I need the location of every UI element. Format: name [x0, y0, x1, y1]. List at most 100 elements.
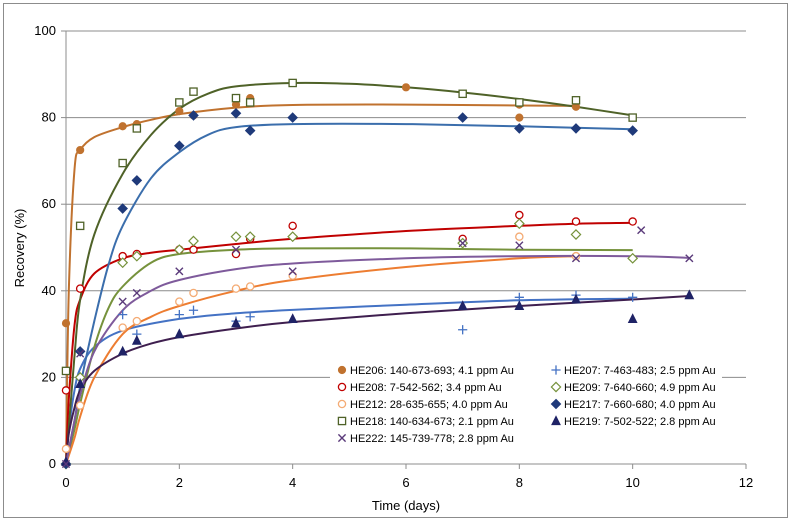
- data-point-series-4: [61, 444, 71, 454]
- data-point-series-8: [175, 267, 184, 276]
- x-tick-label: 4: [289, 475, 296, 490]
- legend-label: HE207: 7-463-483; 2.5 ppm Au: [564, 365, 716, 377]
- data-point-series-5: [457, 112, 468, 123]
- data-point-series-2: [189, 245, 198, 254]
- legend-label: HE219: 7-502-522; 2.8 ppm Au: [564, 416, 716, 428]
- fit-curve-series-0: [65, 103, 577, 465]
- data-point-series-5: [514, 123, 525, 134]
- data-point-series-6: [288, 78, 297, 88]
- data-point-series-4: [571, 251, 581, 261]
- fit-curve-series-2: [65, 221, 633, 465]
- data-point-series-8: [685, 254, 694, 263]
- data-point-series-3: [117, 257, 129, 269]
- y-axis-title: Recovery (%): [12, 209, 27, 288]
- x-tick-label: 6: [402, 475, 409, 490]
- data-point-series-7: [174, 328, 185, 339]
- data-point-series-3: [131, 250, 143, 262]
- y-tick-label: 80: [42, 110, 56, 125]
- data-point-series-5: [244, 125, 256, 136]
- data-point-series-5: [287, 112, 298, 123]
- data-point-series-0: [76, 145, 85, 155]
- data-point-series-7: [287, 313, 298, 324]
- data-point-series-5: [131, 175, 143, 186]
- data-point-series-7: [457, 300, 468, 311]
- x-tick-label: 12: [739, 475, 753, 490]
- fit-curve-series-5: [65, 122, 633, 465]
- data-point-series-8: [515, 241, 524, 250]
- data-point-series-0: [175, 107, 184, 116]
- data-point-series-8: [76, 349, 85, 358]
- data-point-series-7: [117, 345, 128, 356]
- data-point-series-3: [173, 244, 185, 256]
- data-point-series-4: [75, 401, 85, 410]
- data-point-series-4: [189, 288, 198, 298]
- data-point-series-8: [288, 267, 297, 276]
- data-point-series-8: [231, 245, 241, 254]
- x-tick-label: 10: [625, 475, 639, 490]
- data-point-series-6: [458, 89, 467, 99]
- data-point-series-6: [245, 98, 255, 107]
- y-tick-label: 60: [42, 196, 56, 211]
- data-point-series-3: [627, 252, 639, 264]
- legend-label: HE209: 7-640-660; 4.9 ppm Au: [564, 382, 716, 394]
- data-point-series-8: [458, 239, 467, 248]
- y-tick-label: 20: [42, 369, 56, 384]
- x-tick-label: 0: [62, 475, 69, 490]
- legend-label: HE208: 7-542-562; 3.4 ppm Au: [350, 382, 502, 394]
- fit-curve-series-4: [65, 255, 577, 465]
- data-point-series-0: [61, 319, 71, 328]
- data-point-series-7: [131, 334, 142, 345]
- legend-marker: [551, 365, 561, 375]
- data-point-series-8: [132, 288, 141, 298]
- data-point-series-3: [188, 235, 199, 247]
- data-point-series-5: [570, 123, 582, 134]
- data-point-series-1: [245, 312, 255, 322]
- tick-labels: 0 20 40 60 80 100 0 2 4 6 8 10 12: [34, 23, 753, 490]
- x-tick-label: 8: [516, 475, 523, 490]
- data-point-series-6: [628, 113, 637, 122]
- y-tick-label: 100: [34, 23, 56, 38]
- data-point-series-2: [628, 217, 637, 226]
- data-point-series-6: [189, 87, 198, 96]
- data-point-series-3: [244, 231, 256, 243]
- legend-label: HE206: 140-673-693; 4.1 ppm Au: [350, 365, 514, 377]
- legend-marker: [337, 416, 347, 426]
- data-point-series-0: [118, 122, 127, 131]
- legend-marker: [550, 398, 562, 410]
- data-point-series-1: [174, 310, 184, 320]
- data-point-series-7: [75, 378, 86, 388]
- legend-label: HE222: 145-739-778; 2.8 ppm Au: [350, 433, 514, 445]
- legend-label: HE217: 7-660-680; 4.0 ppm Au: [564, 399, 716, 411]
- data-point-series-3: [570, 229, 582, 240]
- legend: HE206: 140-673-693; 4.1 ppm Au HE207: 7-4…: [330, 358, 722, 456]
- data-point-series-4: [231, 284, 241, 293]
- legend-marker: [337, 365, 347, 375]
- data-point-series-8: [571, 254, 581, 263]
- data-point-series-6: [132, 124, 142, 133]
- data-point-series-1: [628, 292, 638, 302]
- y-tick-label: 40: [42, 283, 56, 298]
- y-tick-label: 0: [49, 456, 56, 471]
- data-point-series-7: [627, 313, 638, 324]
- data-point-series-5: [188, 110, 199, 121]
- x-axis-title: Time (days): [372, 498, 440, 513]
- data-point-series-4: [175, 297, 184, 306]
- data-point-series-5: [117, 203, 128, 214]
- data-point-series-1: [458, 325, 468, 335]
- data-point-series-3: [513, 218, 525, 230]
- data-point-series-6: [175, 98, 184, 107]
- data-point-series-3: [287, 231, 299, 243]
- data-point-series-0: [515, 113, 524, 122]
- data-point-series-7: [514, 300, 525, 311]
- legend-label: HE212: 28-635-655; 4.0 ppm Au: [350, 399, 508, 411]
- legend-marker: [337, 382, 347, 392]
- data-point-series-2: [75, 284, 85, 293]
- fit-curve-series-3: [65, 247, 633, 465]
- data-point-series-7: [231, 317, 241, 328]
- data-point-series-6: [515, 98, 524, 107]
- legend-marker: [550, 381, 562, 393]
- data-point-series-6: [61, 366, 71, 376]
- data-point-series-2: [61, 386, 71, 395]
- data-point-series-4: [132, 316, 142, 326]
- data-points: [60, 78, 695, 470]
